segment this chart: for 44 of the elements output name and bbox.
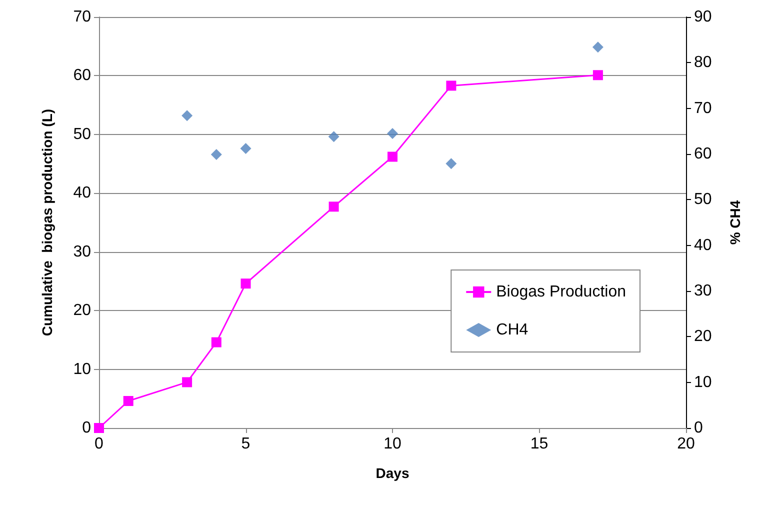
- y-tick-label: 70: [73, 8, 92, 26]
- point: [182, 377, 192, 388]
- y-tick-label: 0: [82, 420, 92, 436]
- x-tick-label: 15: [530, 436, 548, 452]
- point: [592, 42, 604, 53]
- y-axis-title: Cumulative biogas production (L): [39, 108, 55, 336]
- point: [210, 148, 222, 160]
- point: [240, 143, 252, 154]
- y2-tick-label: 30: [694, 282, 712, 300]
- y2-tick-label: 90: [694, 8, 712, 26]
- point: [592, 70, 603, 80]
- point: [387, 128, 398, 139]
- x-tick-label: 5: [241, 436, 250, 452]
- legend-label: CH4: [496, 322, 528, 338]
- y-tick-label: 30: [73, 243, 92, 260]
- legend-label: Biogas Production: [496, 284, 626, 300]
- x-tick-label: 0: [94, 436, 104, 452]
- point: [328, 202, 339, 212]
- point: [123, 396, 134, 406]
- y2-tick-label: 40: [694, 236, 712, 254]
- x-tick-label: 10: [384, 436, 402, 452]
- point: [94, 423, 104, 433]
- y2-tick-label: 20: [694, 328, 712, 346]
- y2-tick-label: 80: [694, 54, 712, 72]
- x-tick-label: 20: [677, 436, 695, 452]
- y2-tick-label: 60: [694, 146, 712, 162]
- y2-tick-label: 70: [694, 100, 712, 117]
- y2-tick-label: 10: [694, 374, 712, 391]
- point: [388, 152, 398, 162]
- point: [446, 80, 456, 91]
- x-axis-title: Days: [376, 465, 410, 481]
- point: [446, 158, 457, 170]
- y2-tick-label: 50: [694, 191, 712, 208]
- y-tick-label: 50: [73, 126, 92, 143]
- point: [182, 110, 193, 122]
- point: [211, 337, 222, 348]
- y-tick-label: 10: [73, 360, 92, 378]
- y2-tick-label: 0: [694, 420, 703, 436]
- point: [240, 278, 251, 289]
- y-tick-label: 60: [73, 67, 92, 84]
- y-tick-label: 40: [73, 184, 92, 202]
- y2-axis-title: % CH4: [727, 200, 743, 245]
- point: [328, 131, 340, 142]
- y-tick-label: 20: [73, 302, 92, 320]
